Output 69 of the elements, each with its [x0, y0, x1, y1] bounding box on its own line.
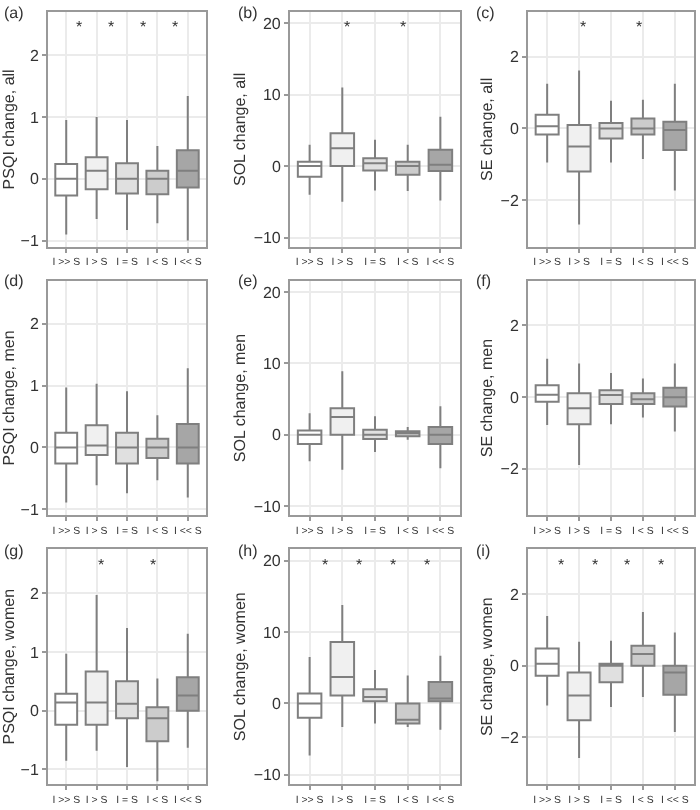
y-axis-title: SE change, all: [477, 77, 496, 181]
chart-title: (b): [238, 4, 259, 22]
annotation: *: [172, 18, 179, 36]
y-tick-label: 10: [262, 355, 282, 374]
chart-title: (f): [476, 272, 492, 290]
y-tick-label: 0: [29, 170, 40, 189]
y-tick-label: 0: [509, 657, 520, 676]
y-tick-label: 0: [271, 426, 282, 445]
annotation: *: [108, 18, 115, 36]
y-axis-title: SE change, women: [477, 597, 496, 737]
y-tick-label: −10: [253, 766, 282, 785]
annotation: *: [356, 556, 363, 574]
y-tick-label: −10: [253, 497, 282, 516]
y-tick-label: 0: [29, 439, 40, 458]
chart-title: (h): [238, 542, 259, 560]
y-tick-label: 0: [29, 702, 40, 721]
y-tick-label: 2: [29, 315, 40, 334]
annotation: *: [636, 18, 643, 36]
annotation: *: [98, 556, 105, 574]
y-axis-title: SOL change, men: [231, 333, 250, 463]
y-tick-label: 2: [509, 317, 520, 336]
y-tick-label: 20: [262, 283, 282, 302]
y-tick-label: 1: [29, 377, 40, 396]
chart-title: (e): [238, 272, 259, 290]
y-tick-label: 2: [509, 48, 520, 67]
y-tick-label: 20: [262, 14, 282, 33]
chart-title: (c): [476, 4, 496, 22]
chart-title: (i): [476, 542, 491, 560]
annotation: *: [658, 556, 665, 574]
annotation: *: [140, 18, 147, 36]
annotation: *: [400, 18, 407, 36]
y-tick-label: 1: [29, 643, 40, 662]
y-tick-label: 2: [29, 46, 40, 65]
y-tick-label: −1: [20, 761, 40, 780]
y-tick-label: 2: [509, 585, 520, 604]
chart-title: (a): [4, 4, 25, 22]
y-tick-label: 20: [262, 552, 282, 571]
y-tick-label: 0: [509, 120, 520, 139]
annotation: *: [558, 556, 565, 574]
y-axis-title: SOL change, all: [231, 72, 250, 186]
y-tick-label: 10: [262, 86, 282, 105]
annotation: *: [322, 556, 329, 574]
annotation: *: [592, 556, 599, 574]
annotation: *: [76, 18, 83, 36]
annotation: *: [424, 556, 431, 574]
annotation: *: [344, 18, 351, 36]
y-axis-title: PSQI change, men: [0, 330, 18, 466]
y-axis-title: PSQI change, women: [0, 588, 18, 745]
y-tick-label: −2: [500, 729, 520, 748]
y-tick-label: 0: [271, 695, 282, 714]
y-tick-label: −2: [500, 191, 520, 210]
y-tick-label: 0: [509, 388, 520, 407]
y-tick-label: 2: [29, 584, 40, 603]
y-axis-title: SE change, men: [477, 338, 496, 458]
annotation: *: [624, 556, 631, 574]
annotation: *: [150, 556, 157, 574]
y-tick-label: −10: [253, 229, 282, 248]
y-tick-label: 10: [262, 623, 282, 642]
y-tick-label: −2: [500, 460, 520, 479]
chart-title: (g): [4, 542, 25, 560]
y-tick-label: −1: [20, 232, 40, 251]
annotation: *: [580, 18, 587, 36]
y-tick-label: 0: [271, 157, 282, 176]
y-tick-label: 1: [29, 108, 40, 127]
annotation: *: [390, 556, 397, 574]
y-axis-title: PSQI change, all: [0, 68, 18, 190]
y-axis-title: SOL change, women: [231, 592, 250, 742]
chart-title: (d): [4, 272, 25, 290]
y-tick-label: −1: [20, 500, 40, 519]
